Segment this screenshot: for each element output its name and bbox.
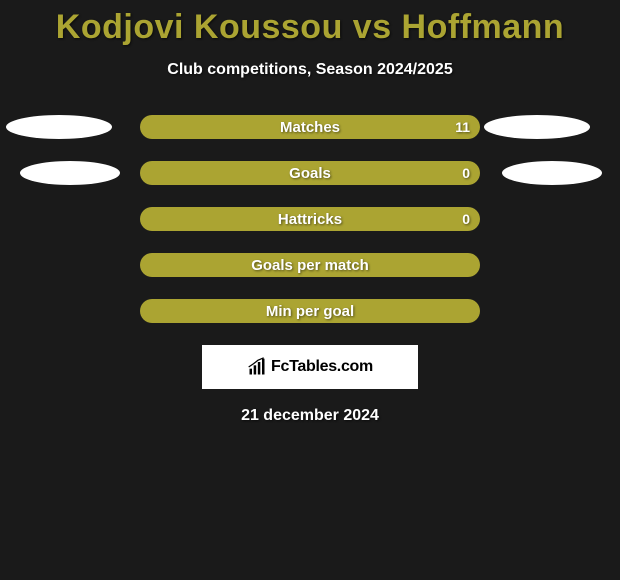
ellipse-left xyxy=(6,115,112,139)
stat-label: Min per goal xyxy=(266,303,354,320)
stat-bar: Matches 11 xyxy=(140,115,480,139)
stat-row: Hattricks 0 xyxy=(0,207,620,231)
page-title: Kodjovi Koussou vs Hoffmann xyxy=(0,0,620,47)
stat-label: Goals per match xyxy=(251,257,369,274)
bar-chart-icon xyxy=(247,357,267,377)
stat-row: Matches 11 xyxy=(0,115,620,139)
ellipse-right xyxy=(502,161,602,185)
stat-rows: Matches 11 Goals 0 Hattricks 0 Goals per… xyxy=(0,115,620,323)
stat-label: Goals xyxy=(289,165,331,182)
stat-label: Matches xyxy=(280,119,340,136)
stat-bar: Hattricks 0 xyxy=(140,207,480,231)
stat-value: 0 xyxy=(462,211,470,227)
footer-date: 21 december 2024 xyxy=(0,407,620,425)
stat-bar: Min per goal xyxy=(140,299,480,323)
stat-label: Hattricks xyxy=(278,211,342,228)
page-subtitle: Club competitions, Season 2024/2025 xyxy=(0,61,620,79)
branding-badge: FcTables.com xyxy=(202,345,418,389)
ellipse-left xyxy=(20,161,120,185)
stat-value: 11 xyxy=(455,119,470,135)
stat-value: 0 xyxy=(462,165,470,181)
stat-bar: Goals per match xyxy=(140,253,480,277)
stat-row: Min per goal xyxy=(0,299,620,323)
stat-row: Goals per match xyxy=(0,253,620,277)
branding-text: FcTables.com xyxy=(271,358,373,376)
stat-bar: Goals 0 xyxy=(140,161,480,185)
ellipse-right xyxy=(484,115,590,139)
stat-row: Goals 0 xyxy=(0,161,620,185)
